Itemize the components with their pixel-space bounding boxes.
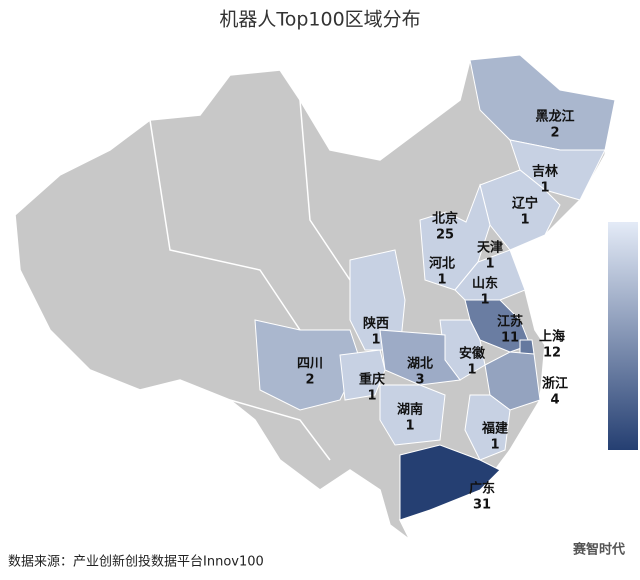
region-name: 天津 bbox=[477, 240, 503, 256]
region-value: 1 bbox=[480, 293, 489, 308]
region bbox=[419, 183, 491, 291]
region-name: 上海 bbox=[539, 329, 565, 345]
region-value: 1 bbox=[405, 419, 414, 434]
region-name: 河北 bbox=[429, 256, 455, 272]
region-value: 3 bbox=[415, 373, 424, 388]
province-border bbox=[299, 99, 351, 281]
region-value: 31 bbox=[473, 498, 491, 513]
region-name: 福建 bbox=[481, 421, 508, 437]
region-name: 山东 bbox=[472, 276, 498, 292]
region-value: 1 bbox=[520, 213, 529, 228]
region-name: 四川 bbox=[297, 357, 323, 372]
region bbox=[339, 349, 386, 401]
region-value: 1 bbox=[485, 257, 494, 272]
region-name: 黑龙江 bbox=[535, 109, 574, 125]
province-border bbox=[229, 399, 331, 461]
region-name: 吉林 bbox=[532, 164, 558, 180]
province-border bbox=[149, 119, 301, 331]
region bbox=[399, 444, 501, 521]
region-value: 4 bbox=[550, 393, 559, 408]
region bbox=[379, 384, 446, 446]
region-value: 1 bbox=[490, 438, 499, 453]
region-value: 2 bbox=[305, 373, 314, 388]
region-name: 江苏 bbox=[497, 314, 523, 330]
region-name: 广东 bbox=[469, 481, 495, 497]
region bbox=[479, 169, 561, 251]
region-name: 辽宁 bbox=[512, 196, 538, 212]
region-value: 1 bbox=[367, 389, 376, 404]
chart-title: 机器人Top100区域分布 bbox=[219, 9, 420, 31]
region-value: 12 bbox=[543, 346, 561, 361]
region-value: 11 bbox=[501, 331, 519, 346]
region-value: 1 bbox=[371, 333, 380, 348]
region-name: 浙江 bbox=[542, 376, 568, 392]
region-name: 北京 bbox=[432, 211, 458, 227]
region bbox=[464, 394, 511, 461]
region-name: 湖北 bbox=[407, 357, 433, 372]
region-value: 2 bbox=[550, 126, 559, 141]
region-value: 1 bbox=[467, 363, 476, 378]
source: 数据来源：产业创新创投数据平台Innov100 bbox=[8, 554, 264, 570]
region-name: 安徽 bbox=[459, 346, 486, 362]
region-name: 陕西 bbox=[363, 316, 389, 332]
color-legend bbox=[608, 222, 638, 450]
region-value: 1 bbox=[540, 181, 549, 196]
region-name: 湖南 bbox=[397, 402, 423, 418]
region-value: 25 bbox=[436, 228, 454, 243]
land bbox=[14, 54, 616, 541]
region-value: 1 bbox=[437, 273, 446, 288]
region-name: 重庆 bbox=[359, 372, 385, 388]
logo: 赛智时代 bbox=[572, 542, 625, 558]
